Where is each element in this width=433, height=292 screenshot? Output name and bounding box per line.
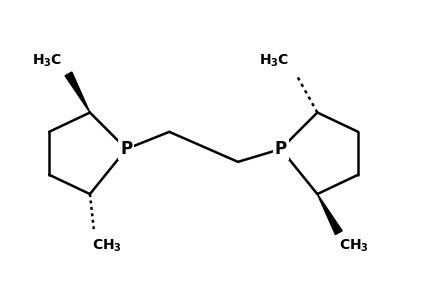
Text: $\mathregular{CH_3}$: $\mathregular{CH_3}$ <box>92 237 122 254</box>
Text: P: P <box>275 140 287 158</box>
Polygon shape <box>65 72 90 112</box>
Text: P: P <box>120 140 132 158</box>
Text: $\mathregular{H_3C}$: $\mathregular{H_3C}$ <box>259 53 290 69</box>
Text: $\mathregular{H_3C}$: $\mathregular{H_3C}$ <box>32 53 62 69</box>
Text: $\mathregular{CH_3}$: $\mathregular{CH_3}$ <box>339 237 369 254</box>
Polygon shape <box>317 194 342 234</box>
